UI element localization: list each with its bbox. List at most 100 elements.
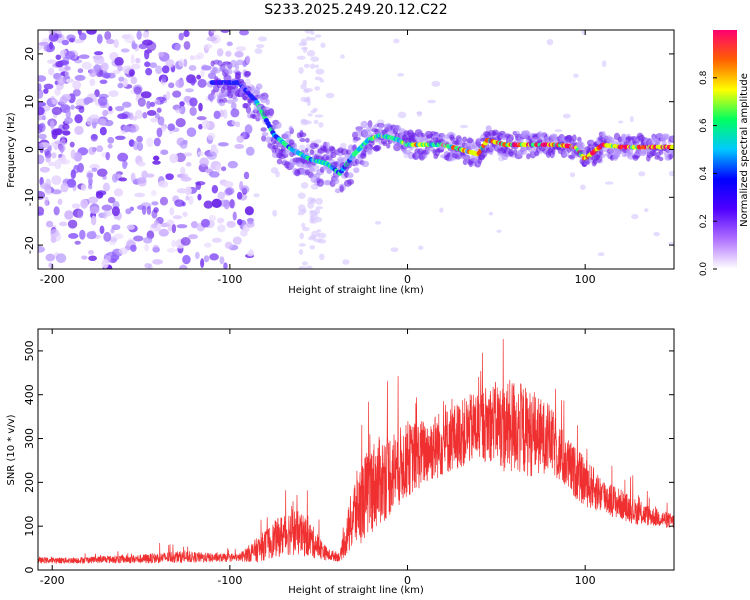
- spectral-blob: [300, 38, 307, 45]
- spectral-blob: [152, 259, 164, 265]
- colorbar-tick-label: 0.4: [699, 166, 709, 181]
- spectral-blob: [38, 124, 44, 130]
- spectral-blob: [45, 253, 56, 262]
- ridge-halo: [461, 155, 469, 160]
- spectral-blob: [235, 46, 246, 52]
- spectral-blob: [71, 203, 81, 209]
- spectral-blob: [182, 254, 191, 265]
- spectral-blob: [81, 61, 92, 70]
- spectral-blob: [160, 222, 169, 228]
- ridge-halo: [360, 120, 369, 129]
- spectral-blob: [303, 89, 310, 94]
- spectral-blob: [86, 30, 97, 35]
- spectral-blob: [315, 68, 325, 75]
- spectral-blob: [302, 47, 307, 54]
- spectral-blob: [45, 156, 51, 163]
- spectral-blob: [179, 101, 185, 107]
- spectral-blob: [50, 228, 60, 238]
- spectral-blob: [108, 105, 113, 112]
- spectral-blob: [206, 36, 217, 42]
- spectral-blob: [61, 39, 70, 46]
- spectral-blob: [89, 206, 100, 214]
- spectral-blob: [142, 111, 148, 119]
- spectral-blob: [69, 141, 75, 148]
- spectral-blob: [59, 156, 67, 165]
- ridge-halo: [583, 158, 590, 165]
- ridge-halo: [242, 95, 248, 101]
- ridge-halo: [386, 142, 391, 149]
- spectral-blob: [227, 160, 239, 169]
- spectral-blob: [130, 63, 141, 70]
- spectral-blob: [168, 82, 175, 89]
- spectral-blob: [197, 193, 202, 201]
- colorbar: 0.0 0.2 0.4 0.6 0.8 Normalized spectral ampl…: [699, 30, 750, 276]
- spectral-blob: [43, 184, 51, 190]
- spectral-blob: [122, 77, 128, 88]
- ridge-halo: [423, 137, 429, 143]
- spectral-blob: [137, 97, 146, 107]
- ridge-halo: [265, 98, 270, 106]
- spectral-blob: [130, 124, 140, 133]
- spectral-blob: [298, 249, 304, 255]
- spectral-blob: [38, 133, 47, 140]
- spectral-blob: [668, 242, 674, 246]
- spectral-blob: [131, 43, 138, 50]
- spectral-blob: [57, 198, 63, 205]
- spectral-blob: [149, 62, 158, 68]
- ridge-halo: [299, 138, 306, 143]
- spectral-blob: [230, 108, 240, 118]
- spectral-blob: [74, 74, 86, 81]
- snr-plot-area: [38, 329, 674, 570]
- ridge-halo: [592, 159, 598, 165]
- spectral-blob: [54, 159, 62, 170]
- snr-panel: -200 -100 0 100 0 100 200 300 400 500 Height of …: [6, 328, 675, 596]
- spectral-blob: [174, 43, 181, 51]
- ridge-halo: [224, 63, 232, 68]
- spectral-blob: [143, 236, 153, 244]
- spectral-blob: [130, 76, 138, 85]
- spectral-blob: [149, 101, 156, 108]
- spectral-blob: [122, 125, 131, 133]
- spectral-blob: [310, 215, 315, 222]
- ridge-halo: [526, 153, 531, 160]
- spectral-blob: [246, 221, 255, 228]
- spectral-blob: [141, 170, 148, 179]
- ridge-halo: [616, 148, 624, 155]
- spectral-blob: [66, 178, 77, 188]
- spectral-blob: [105, 151, 110, 161]
- spectral-blob: [298, 265, 307, 269]
- colorbar-tick-label: 0.0: [699, 262, 709, 277]
- spectral-blob: [307, 201, 314, 209]
- spectral-blob: [319, 78, 325, 83]
- spectrogram-ridge: [206, 59, 674, 194]
- spectral-blob: [314, 86, 321, 91]
- spectral-blob: [65, 109, 71, 119]
- spectral-blob: [245, 55, 251, 65]
- spectral-blob: [161, 65, 170, 74]
- spectral-blob: [298, 243, 307, 247]
- spectral-blob: [201, 119, 210, 130]
- spectral-blob: [240, 185, 250, 194]
- spectral-blob: [130, 54, 135, 64]
- ridge-halo: [480, 149, 488, 158]
- spectral-blob: [152, 155, 160, 161]
- spectral-blob: [67, 219, 78, 229]
- spectral-blob: [185, 195, 190, 201]
- spectral-blob: [297, 211, 305, 216]
- spectral-blob: [232, 236, 242, 245]
- ridge-halo: [440, 132, 446, 141]
- spectral-blob: [150, 117, 159, 123]
- spectral-blob: [296, 55, 306, 60]
- spectral-blob: [132, 140, 139, 151]
- spectral-blob: [174, 199, 185, 207]
- spectral-blob: [158, 180, 169, 188]
- spectral-blob: [198, 123, 203, 130]
- ridge-halo: [466, 138, 474, 144]
- ridge-halo: [234, 63, 240, 70]
- spectral-blob: [211, 184, 219, 194]
- ridge-halo: [235, 59, 244, 66]
- spectral-blob: [117, 82, 124, 89]
- spectral-blob: [79, 229, 86, 240]
- spectral-blob: [184, 152, 193, 157]
